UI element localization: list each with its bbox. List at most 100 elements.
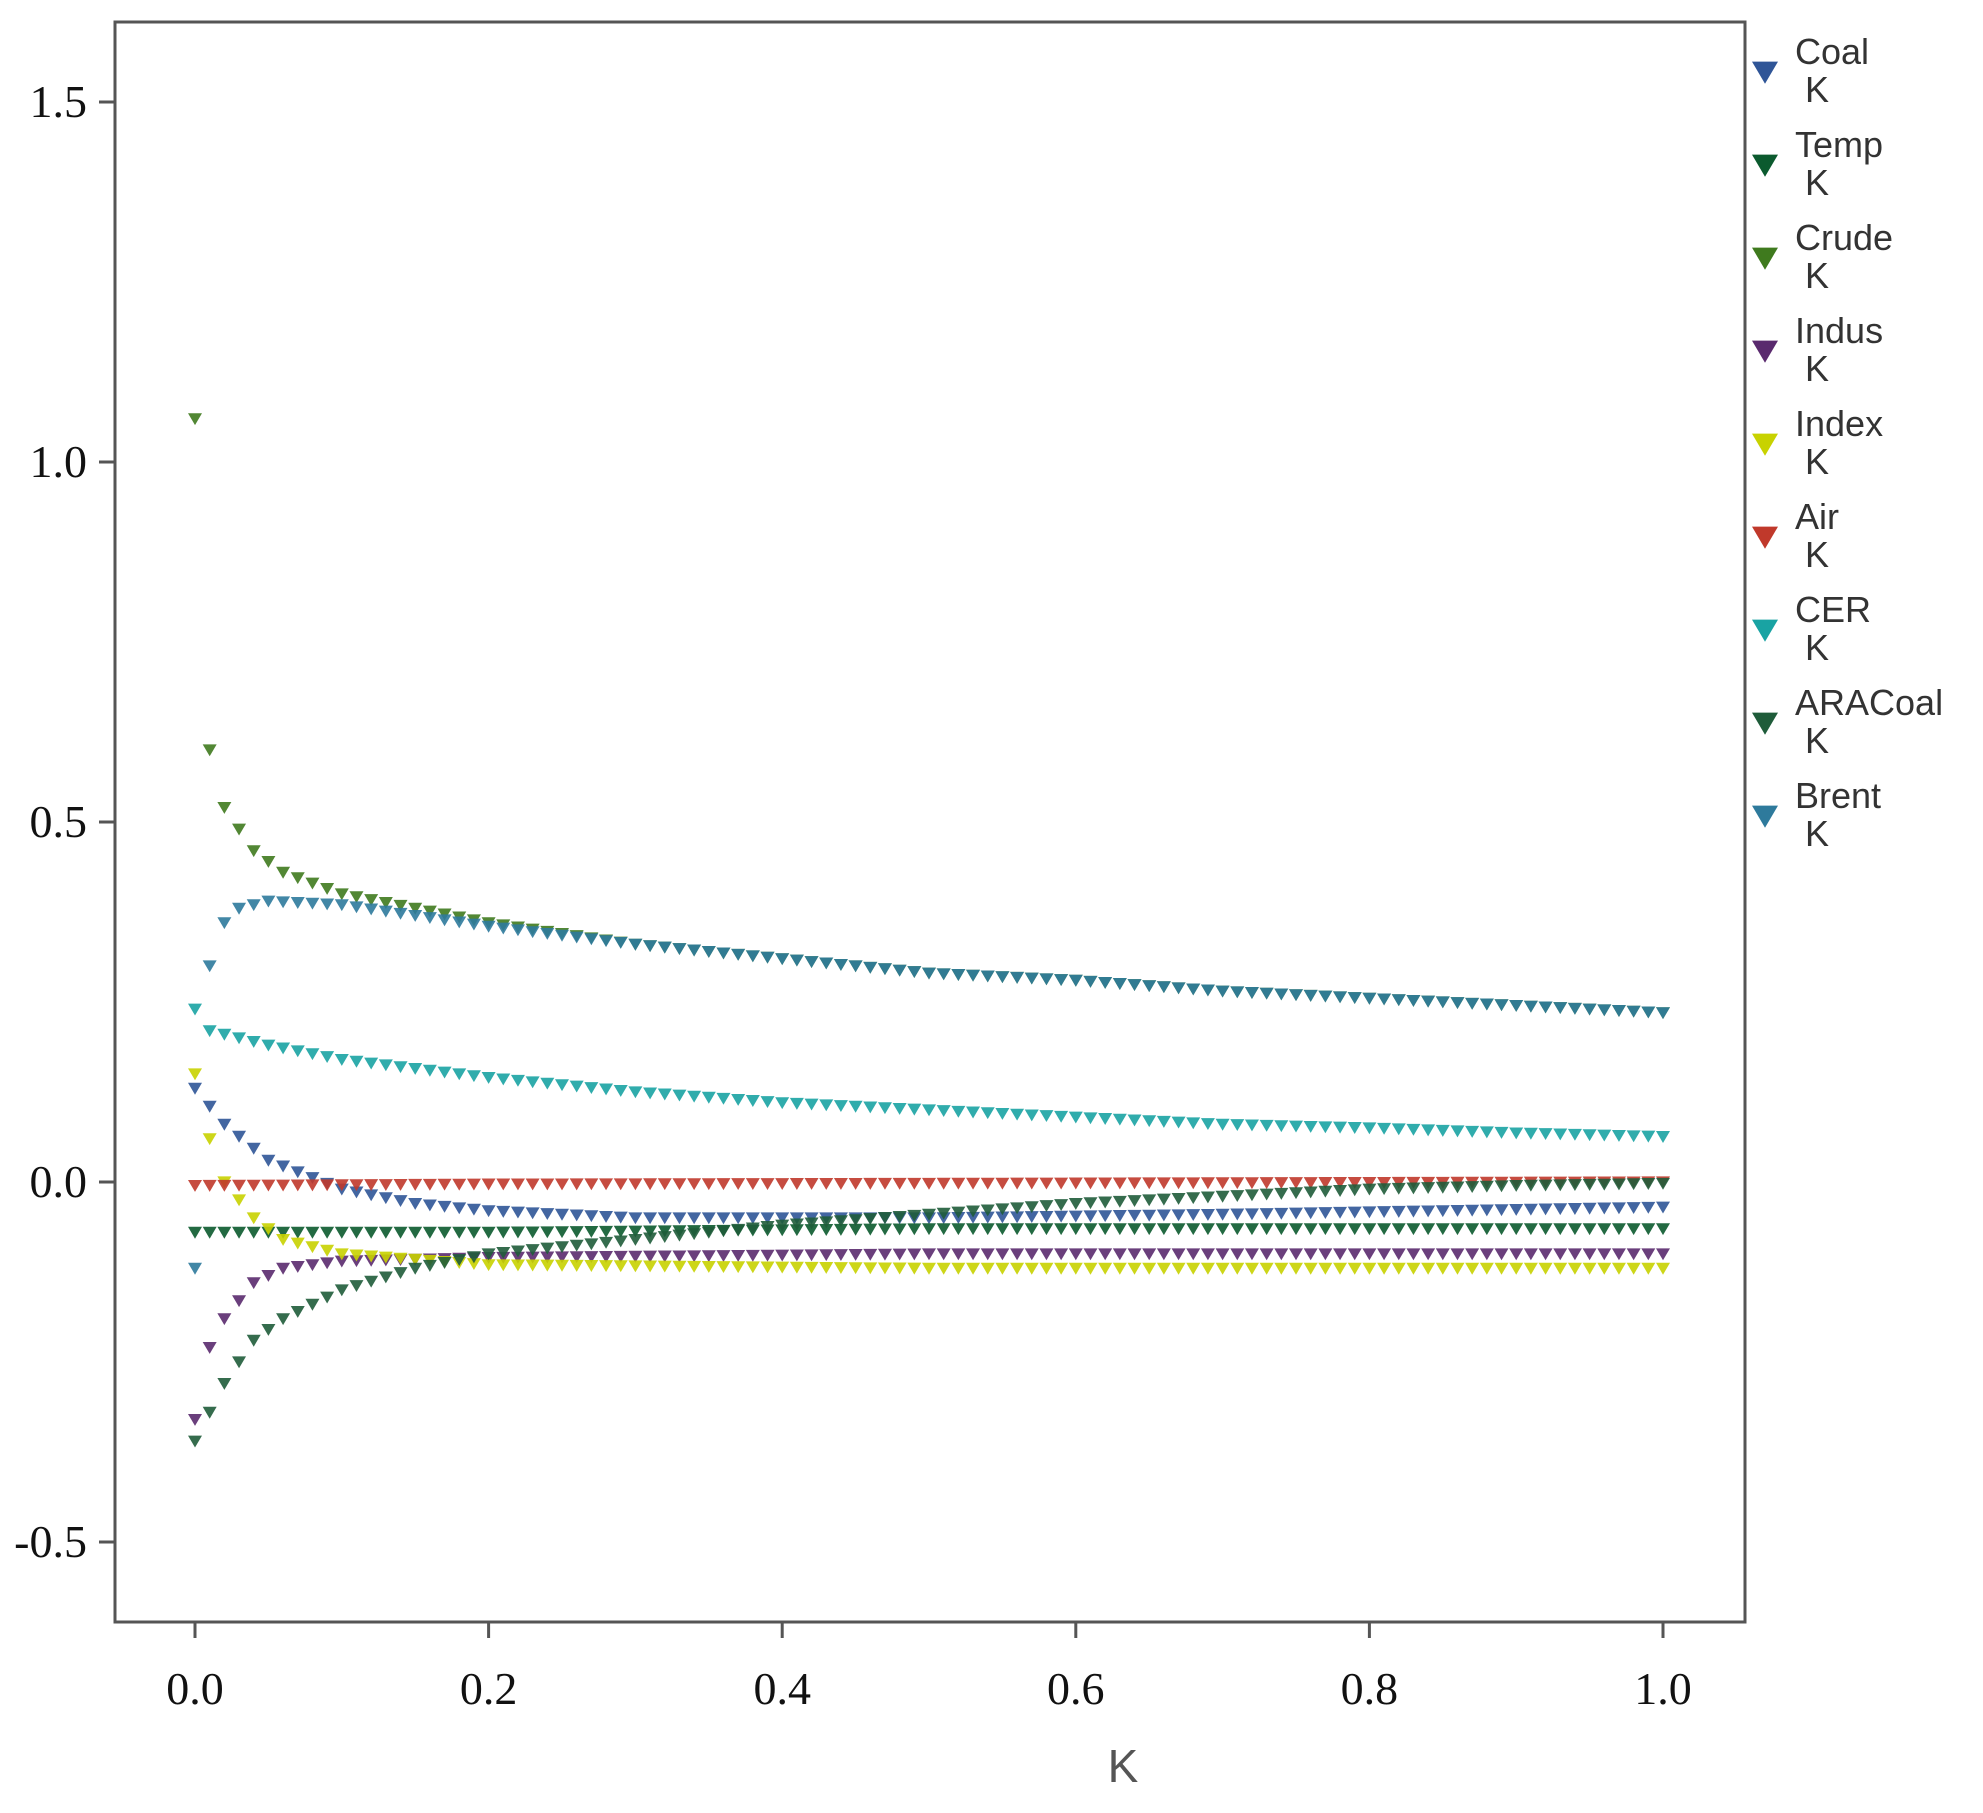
data-point-index	[305, 1241, 320, 1254]
data-point-indus	[1391, 1248, 1406, 1261]
data-point-coal	[613, 1211, 628, 1224]
data-point-index	[877, 1262, 892, 1275]
data-point-coal	[1259, 1208, 1274, 1220]
data-point-temp	[364, 1226, 379, 1239]
data-point-brent	[584, 933, 599, 946]
x-tick-label: 0.0	[166, 1663, 224, 1714]
data-point-aracoal	[569, 1239, 584, 1252]
data-point-coal	[1274, 1207, 1289, 1220]
data-point-index	[1039, 1262, 1054, 1275]
data-point-brent	[481, 920, 496, 933]
data-point-temp	[1479, 1223, 1494, 1236]
data-point-index	[569, 1259, 584, 1272]
data-point-aracoal	[1347, 1184, 1362, 1197]
data-point-coal	[1024, 1211, 1039, 1224]
data-point-cer	[1112, 1113, 1127, 1126]
data-point-coal	[966, 1211, 981, 1224]
data-point-index	[481, 1259, 496, 1272]
data-point-coal	[789, 1212, 804, 1225]
data-point-air	[364, 1179, 379, 1192]
legend-label: Indus	[1795, 310, 1883, 351]
data-point-crude	[349, 891, 364, 904]
data-point-indus	[863, 1248, 878, 1261]
data-point-indus	[305, 1259, 320, 1272]
data-point-indus	[1567, 1248, 1582, 1261]
data-point-cer	[1127, 1114, 1142, 1127]
data-point-index	[1406, 1262, 1421, 1275]
data-point-temp	[1200, 1223, 1215, 1236]
data-point-aracoal	[1523, 1179, 1538, 1192]
data-point-air	[1054, 1177, 1069, 1190]
data-point-brent	[657, 941, 672, 954]
data-point-indus	[687, 1250, 702, 1263]
data-point-brent	[1200, 984, 1215, 997]
data-point-indus	[628, 1250, 643, 1263]
data-point-coal	[1054, 1210, 1069, 1223]
data-point-cer	[1538, 1128, 1553, 1141]
data-point-cer	[789, 1097, 804, 1110]
data-point-coal	[1318, 1207, 1333, 1220]
data-point-temp	[334, 1226, 349, 1239]
data-point-coal	[246, 1142, 261, 1155]
data-point-cer	[334, 1054, 349, 1066]
data-point-index	[833, 1262, 848, 1274]
data-point-brent	[1509, 1000, 1524, 1012]
data-point-indus	[731, 1249, 746, 1262]
data-point-coal	[731, 1212, 746, 1225]
data-point-index	[863, 1262, 878, 1275]
data-point-aracoal	[1597, 1178, 1612, 1191]
data-point-index	[496, 1259, 511, 1272]
legend-label: Index	[1795, 403, 1883, 444]
data-point-indus	[833, 1249, 848, 1262]
data-point-aracoal	[1421, 1182, 1436, 1195]
data-point-crude	[246, 845, 261, 858]
data-point-temp	[202, 1226, 217, 1239]
data-point-coal	[378, 1192, 393, 1205]
data-point-indus	[1318, 1248, 1333, 1261]
data-point-index	[349, 1249, 364, 1262]
data-point-cer	[378, 1059, 393, 1072]
legend-label: ARACoal	[1795, 682, 1943, 723]
data-point-coal	[1186, 1209, 1201, 1222]
data-point-cer	[217, 1028, 232, 1041]
data-point-air	[922, 1177, 936, 1190]
data-point-aracoal	[1244, 1189, 1259, 1202]
legend-label: Air	[1795, 496, 1839, 537]
data-point-cer	[863, 1101, 878, 1114]
data-point-aracoal	[393, 1267, 408, 1280]
data-point-brent	[1259, 987, 1274, 1000]
data-point-coal	[1362, 1206, 1377, 1219]
data-point-brent	[1318, 990, 1333, 1003]
data-point-brent	[1156, 981, 1171, 994]
data-point-index	[1347, 1262, 1362, 1275]
data-point-aracoal	[1656, 1177, 1670, 1190]
data-point-cer	[833, 1100, 848, 1112]
data-point-brent	[745, 950, 760, 963]
data-point-indus	[1582, 1248, 1597, 1261]
data-point-coal	[687, 1212, 702, 1225]
data-point-brent	[1538, 1001, 1553, 1014]
data-point-cer	[466, 1070, 481, 1083]
data-point-cer	[290, 1045, 305, 1058]
data-point-temp	[804, 1224, 819, 1237]
data-point-brent	[1333, 991, 1348, 1004]
x-tick-label: 0.4	[753, 1663, 811, 1714]
data-point-cer	[393, 1061, 408, 1074]
data-point-brent	[951, 969, 966, 981]
legend-sublabel: K	[1805, 162, 1829, 203]
data-point-coal	[1377, 1206, 1392, 1219]
data-point-coal	[1039, 1210, 1054, 1223]
data-point-cer	[1024, 1109, 1039, 1122]
data-point-aracoal	[951, 1206, 966, 1219]
data-point-indus	[995, 1248, 1010, 1261]
data-point-brent	[217, 917, 232, 930]
data-point-brent	[1362, 992, 1377, 1005]
data-point-brent	[907, 966, 922, 979]
data-point-index	[1127, 1262, 1142, 1275]
data-point-cer	[555, 1079, 569, 1092]
data-point-air	[1333, 1177, 1348, 1189]
data-point-temp	[217, 1226, 232, 1239]
data-point-aracoal	[1465, 1181, 1480, 1193]
data-point-index	[393, 1252, 408, 1265]
data-point-brent	[1068, 974, 1083, 987]
